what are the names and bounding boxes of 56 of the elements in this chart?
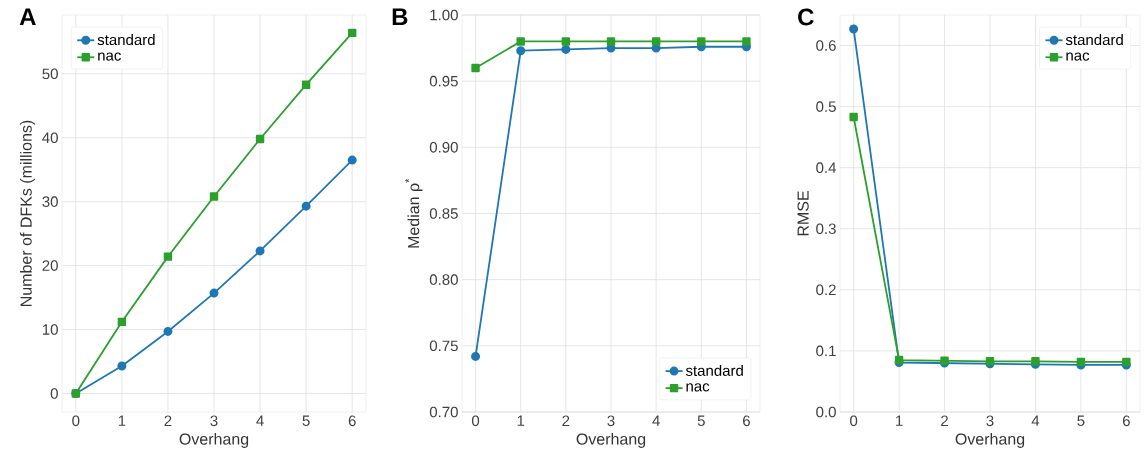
x-tick-label: 6 (1122, 415, 1130, 427)
x-tick-label: 5 (302, 415, 310, 426)
legend-label: standard (685, 364, 743, 376)
y-tick-label: 0.75 (429, 340, 458, 352)
y-axis-title: Median ρ$^{*}$ (405, 178, 423, 248)
y-tick-label: 0.4 (816, 162, 837, 173)
y-tick-label: 40 (42, 132, 58, 144)
legend-label: nac (98, 52, 121, 61)
y-axis-title: RMSE (797, 191, 809, 236)
chart-title: B (392, 8, 408, 26)
chart-title: A (19, 8, 36, 26)
x-tick-label: 3 (210, 415, 218, 427)
x-tick-label: 1 (896, 415, 903, 426)
y-tick-label: 0.0 (816, 406, 836, 418)
x-tick-label: 6 (348, 415, 356, 427)
x-tick-label: 1 (517, 415, 525, 426)
y-tick-label: 0.1 (816, 345, 836, 357)
y-tick-label: 0.2 (816, 284, 836, 296)
x-tick-label: 4 (256, 415, 264, 426)
y-tick-label: 0 (50, 388, 58, 399)
x-tick-label: 3 (607, 415, 615, 427)
x-tick-label: 0 (471, 415, 480, 427)
y-tick-label: 50 (42, 68, 58, 80)
x-tick-label: 4 (1031, 415, 1040, 426)
x-tick-label: 2 (941, 415, 948, 426)
legend-label: nac (686, 383, 710, 392)
y-tick-label: 20 (42, 260, 58, 271)
y-tick-label: 0.6 (816, 40, 836, 51)
y-axis-title: Number of DFKs (millions) (20, 120, 35, 306)
legend-label: standard (1065, 34, 1123, 46)
x-tick-label: 0 (72, 415, 80, 427)
x-tick-label: 5 (1077, 415, 1085, 426)
y-tick-label: 0.85 (429, 208, 458, 219)
y-tick-label: 0.5 (816, 101, 836, 112)
y-tick-label: 0.90 (429, 142, 458, 153)
x-axis-title: Overhang (179, 433, 249, 448)
legend-label: nac (1066, 52, 1090, 61)
x-axis-title: Overhang (576, 433, 646, 448)
x-axis-title: Overhang (955, 433, 1025, 448)
y-tick-label: 0.95 (429, 75, 458, 87)
legend-label: standard (97, 34, 155, 46)
x-tick-label: 0 (850, 415, 858, 427)
x-tick-label: 4 (652, 415, 660, 426)
y-tick-label: 0.3 (816, 223, 836, 235)
x-tick-label: 3 (986, 415, 994, 427)
x-tick-label: 5 (697, 415, 705, 426)
x-tick-label: 6 (743, 415, 750, 427)
y-tick-label: 30 (42, 196, 58, 207)
x-tick-label: 2 (164, 415, 172, 426)
chart-title: C (798, 8, 814, 26)
x-tick-label: 1 (118, 415, 126, 426)
y-tick-label: 10 (42, 324, 58, 335)
y-tick-label: 0.80 (429, 274, 458, 285)
x-tick-label: 2 (562, 415, 570, 426)
y-tick-label: 1.00 (430, 9, 458, 21)
y-tick-label: 0.70 (429, 406, 458, 418)
